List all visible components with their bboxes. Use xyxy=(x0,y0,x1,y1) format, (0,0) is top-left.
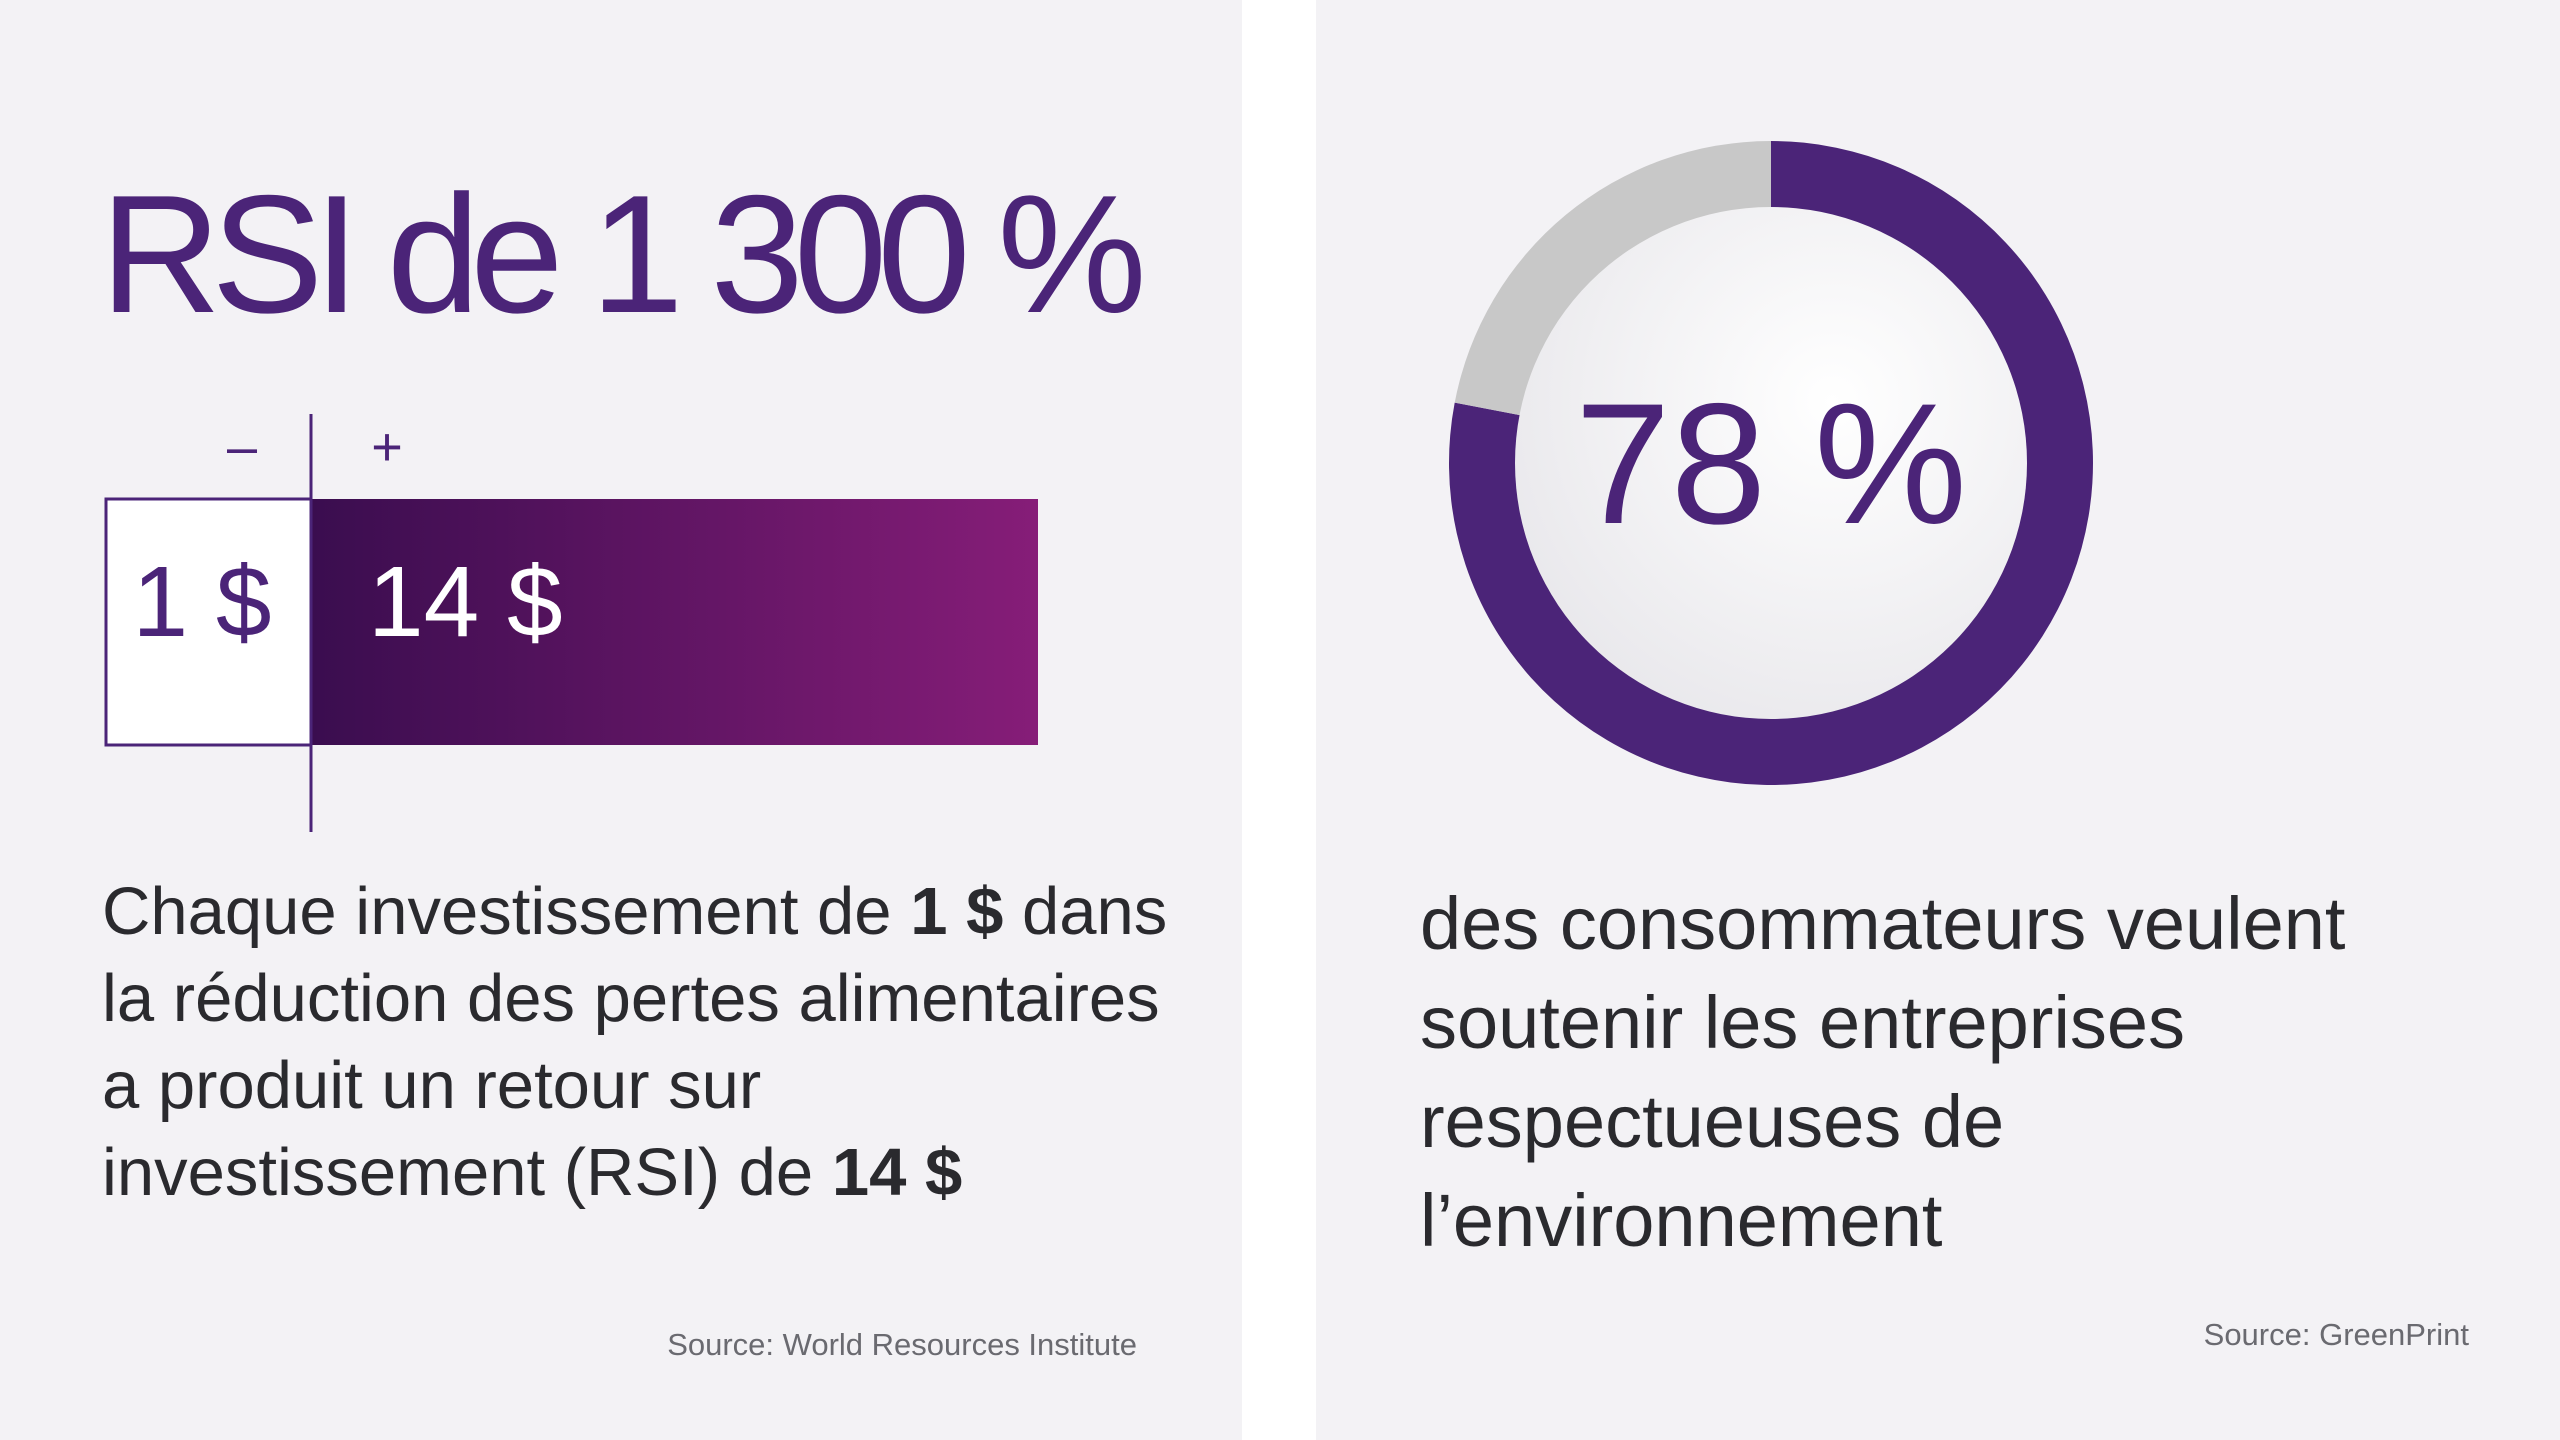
desc-text-1: Chaque investissement de xyxy=(102,874,911,949)
consumer-donut-chart: 78 % xyxy=(1449,141,2093,785)
return-label: 14 $ xyxy=(368,546,563,658)
source-left: Source: World Resources Institute xyxy=(667,1327,1137,1362)
percent-label: 78 % xyxy=(1575,368,1967,560)
plus-sign: + xyxy=(371,417,403,477)
desc-bold-cost: 1 $ xyxy=(910,874,1004,949)
minus-sign: – xyxy=(227,417,257,477)
source-right: Source: GreenPrint xyxy=(2203,1317,2469,1352)
cost-label: 1 $ xyxy=(132,546,271,658)
return-bar xyxy=(311,499,1038,745)
consumer-panel: 78 % des consommateurs veulent soutenir … xyxy=(1316,0,2560,1440)
cost-bar xyxy=(104,497,313,747)
roi-headline: RSI de 1 300 % xyxy=(100,160,1147,348)
consumer-description: des consommateurs veulent soutenir les e… xyxy=(1420,882,2346,1262)
roi-description: Chaque investissement de 1 $ dans la réd… xyxy=(102,868,1212,1216)
roi-panel: RSI de 1 300 % – + 1 $ 14 $ Chaque inves… xyxy=(0,0,1242,1440)
donut-inner-circle xyxy=(1515,207,2027,719)
desc-bold-return: 14 $ xyxy=(831,1135,963,1210)
desc-text-2: dans la réduction des pertes alimentaire… xyxy=(102,874,1168,1210)
roi-bar-chart: – + 1 $ 14 $ xyxy=(104,414,1038,832)
